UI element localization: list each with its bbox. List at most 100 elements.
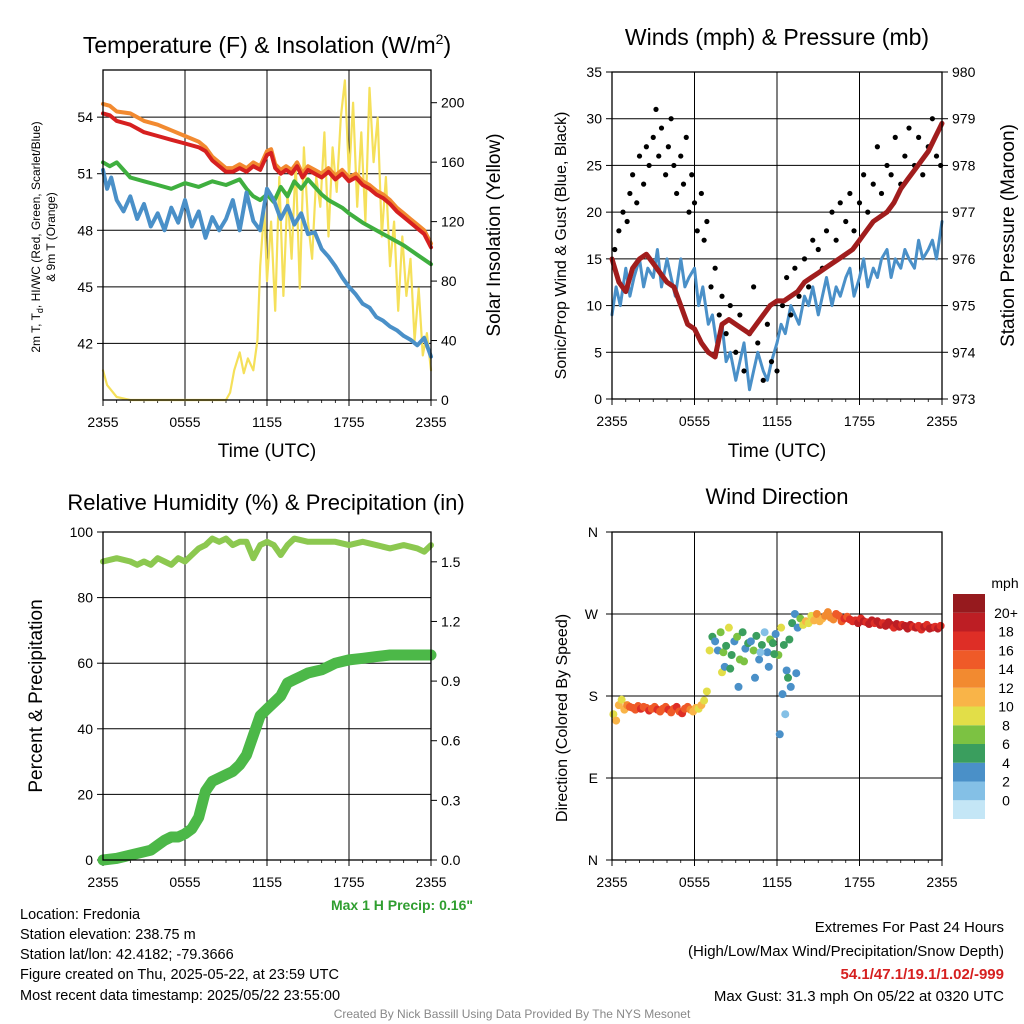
dir-point (785, 635, 794, 644)
dir-legend-title: mph (991, 575, 1018, 591)
info-elevation: Station elevation: 238.75 m (20, 927, 196, 943)
dir-legend-label: 4 (1002, 755, 1010, 771)
wind-gust-point (668, 116, 674, 122)
wind-gust-point (634, 200, 640, 206)
dir-legend-swatch (953, 744, 985, 763)
dir-point (760, 628, 769, 637)
dir-point (779, 640, 788, 649)
dir-point (782, 666, 791, 675)
temp-ytick-label: 54 (77, 109, 93, 125)
dir-ytick-label: N (588, 524, 598, 540)
wind-gust-point (630, 172, 636, 178)
dir-legend-swatch (953, 669, 985, 688)
wind-gust-point (689, 172, 695, 178)
wind-y2tick-label: 976 (952, 251, 976, 267)
rh-y2tick-label: 0.0 (441, 852, 461, 868)
wind-gust-point (701, 237, 707, 243)
temp-series-solar (101, 79, 433, 402)
wind-gust-point (768, 359, 775, 365)
wind-gust-point (653, 106, 659, 112)
wind-y2tick-label: 980 (952, 64, 976, 80)
wind-gust-point (861, 172, 867, 178)
extremes-subheading: (High/Low/Max Wind/Precipitation/Snow De… (688, 943, 1004, 960)
wind-gust-point (620, 209, 626, 215)
wind-gust-point (902, 153, 908, 159)
wind-gust-point (784, 274, 790, 281)
dir-point (768, 639, 777, 648)
dir-point (740, 657, 748, 666)
wind-ytick-label: 10 (586, 298, 602, 314)
dir-title: Wind Direction (705, 484, 848, 509)
dir-x-tick-label: 2355 (926, 874, 957, 890)
dir-point (749, 646, 758, 655)
wind-gust-point (708, 284, 714, 290)
temp-ytick-label: 45 (77, 279, 93, 295)
wind-gust-point (788, 312, 794, 318)
dir-point (781, 710, 790, 719)
wind-gust-point (843, 218, 849, 225)
dir-point (777, 623, 786, 632)
temp-ylabel: 2m T, Td, HI/WC (Red, Green, Scarlet/Blu… (29, 121, 45, 352)
wind-gust-point (616, 228, 622, 234)
extremes-heading: Extremes For Past 24 Hours (814, 919, 1004, 936)
temp-ytick-label: 42 (77, 335, 93, 351)
dir-legend-label: 16 (998, 642, 1014, 658)
rh-x-tick-label: 0555 (169, 874, 200, 890)
wind-x-tick-label: 1755 (844, 413, 875, 429)
wind-gust-point (888, 172, 894, 178)
wind-series-pressure (609, 120, 945, 360)
wind-gust-point (856, 200, 863, 206)
wind-gust-point (712, 265, 718, 271)
wind-gust-point (719, 293, 725, 299)
dir-point (792, 669, 801, 678)
rh-y2tick-label: 0.6 (441, 733, 461, 749)
dir-x-tick-label: 2355 (596, 874, 627, 890)
dir-legend-swatch (953, 650, 985, 669)
wind-y2label: Station Pressure (Maroon) (998, 124, 1019, 347)
wind-y2tick-label: 978 (952, 157, 976, 173)
rh-ytick-label: 0 (85, 852, 93, 868)
dir-point (752, 631, 761, 640)
dir-x-tick-label: 1155 (762, 874, 792, 890)
wind-gust-point (636, 153, 643, 159)
rh-y2tick-label: 0.9 (441, 673, 461, 689)
wind-gust-point (674, 190, 680, 197)
wind-gust-point (833, 237, 839, 243)
wind-gust-point (823, 228, 830, 234)
dir-point (617, 695, 626, 704)
dir-point (716, 628, 725, 637)
dir-ylabel: Direction (Colored By Speed) (554, 614, 571, 822)
dir-legend-label: 18 (998, 624, 1014, 640)
temp-series-t (101, 111, 433, 250)
wind-gust-point (678, 153, 684, 159)
dir-legend-label: 10 (998, 699, 1014, 715)
dir-legend-label: 12 (998, 680, 1014, 696)
wind-gust-point (929, 116, 935, 122)
wind-y2tick-label: 973 (952, 391, 976, 407)
wind-ytick-label: 20 (586, 204, 602, 220)
rh-ytick-label: 40 (77, 721, 93, 737)
wind-gust-point (686, 209, 692, 215)
dir-point (733, 632, 742, 641)
dir-legend-swatch (953, 687, 985, 707)
wind-series-speed (610, 220, 944, 392)
rh-y2tick-label: 1.2 (441, 613, 461, 629)
wind-gust-point (691, 200, 698, 206)
wind-gust-point (751, 284, 757, 290)
rh-series-humidity (100, 535, 434, 568)
dir-point (771, 630, 780, 639)
wind-gust-point (764, 321, 770, 327)
temp-frame (102, 69, 432, 401)
extremes-gust: Max Gust: 31.3 mph On 05/22 at 0320 UTC (713, 988, 1004, 1005)
dir-point (746, 637, 755, 646)
extremes-values: 54.1/47.1/19.1/1.02/-999 (840, 966, 1004, 983)
dir-point (700, 696, 709, 705)
dir-point (790, 610, 799, 618)
wind-gust-point (741, 368, 747, 374)
dir-point (763, 648, 772, 657)
wind-gust-point (641, 181, 647, 187)
rh-x-tick-label: 1155 (252, 874, 282, 890)
dir-legend-label: 0 (1002, 792, 1010, 808)
wind-gust-point (671, 162, 677, 169)
dir-point (724, 623, 733, 632)
